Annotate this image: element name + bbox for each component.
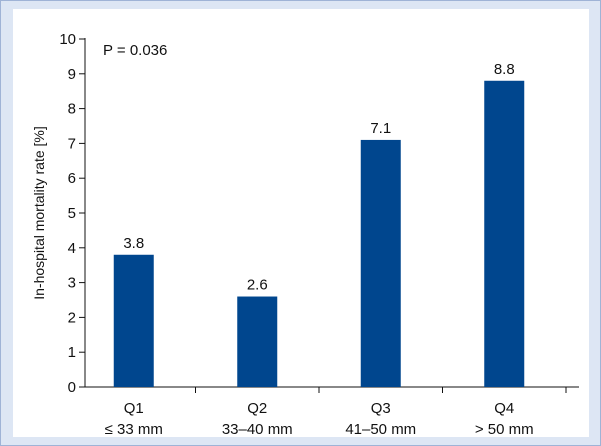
x-tick-sublabel: 41–50 mm bbox=[345, 421, 416, 438]
y-tick-label: 1 bbox=[68, 344, 76, 361]
bar-q4 bbox=[484, 80, 525, 387]
y-axis-title: In-hospital mortality rate [%] bbox=[31, 126, 47, 300]
bar-q3 bbox=[360, 139, 401, 387]
bar-q2 bbox=[237, 296, 278, 387]
bars: 3.8 2.6 7.1 8.8 bbox=[113, 61, 525, 387]
x-axis: Q1 ≤ 33 mm Q2 33–40 mm Q3 41–50 mm Q4 > 50 mm bbox=[85, 386, 579, 438]
bar-q1 bbox=[113, 254, 154, 387]
data-label: 3.8 bbox=[123, 235, 144, 252]
data-label: 7.1 bbox=[370, 120, 391, 137]
x-tick-sublabel: > 50 mm bbox=[475, 421, 534, 438]
y-tick-label: 10 bbox=[59, 31, 76, 48]
y-tick-label: 6 bbox=[68, 170, 76, 187]
y-tick-label: 0 bbox=[68, 379, 76, 396]
p-value-annotation: P = 0.036 bbox=[103, 42, 167, 59]
y-tick-label: 7 bbox=[68, 135, 76, 152]
y-axis: 0 1 2 3 4 5 6 7 8 9 10 bbox=[59, 31, 86, 396]
x-tick-label: Q3 bbox=[371, 400, 391, 417]
x-tick-label: Q4 bbox=[494, 400, 514, 417]
y-tick-label: 2 bbox=[68, 309, 76, 326]
y-tick-label: 3 bbox=[68, 275, 76, 292]
data-label: 8.8 bbox=[494, 61, 515, 78]
y-tick-label: 5 bbox=[68, 205, 76, 222]
x-tick-sublabel: 33–40 mm bbox=[222, 421, 293, 438]
x-tick-sublabel: ≤ 33 mm bbox=[105, 421, 163, 438]
data-label: 2.6 bbox=[247, 277, 268, 294]
x-tick-label: Q1 bbox=[124, 400, 144, 417]
y-tick-label: 4 bbox=[68, 240, 76, 257]
x-tick-label: Q2 bbox=[247, 400, 267, 417]
y-tick-label: 8 bbox=[68, 101, 76, 118]
y-tick-label: 9 bbox=[68, 66, 76, 83]
